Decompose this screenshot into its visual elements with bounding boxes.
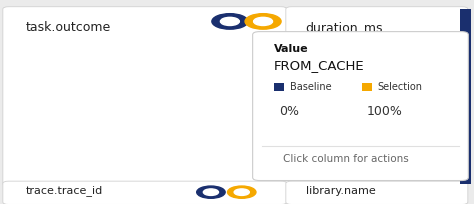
- Text: 100%: 100%: [366, 105, 402, 118]
- Text: Selection: Selection: [378, 82, 423, 92]
- Text: library.name: library.name: [306, 186, 375, 196]
- Text: 0%: 0%: [279, 105, 299, 118]
- Text: Baseline: Baseline: [290, 82, 332, 92]
- Bar: [172, 41, 231, 157]
- Text: Value: Value: [274, 44, 309, 54]
- Text: trace.trace_id: trace.trace_id: [26, 185, 103, 196]
- Text: task.outcome: task.outcome: [26, 21, 111, 34]
- Text: Click column for actions: Click column for actions: [283, 154, 409, 164]
- Text: FROM_CACHE: FROM_CACHE: [274, 59, 365, 72]
- Bar: [54, 90, 113, 157]
- Text: duration_ms: duration_ms: [306, 21, 383, 34]
